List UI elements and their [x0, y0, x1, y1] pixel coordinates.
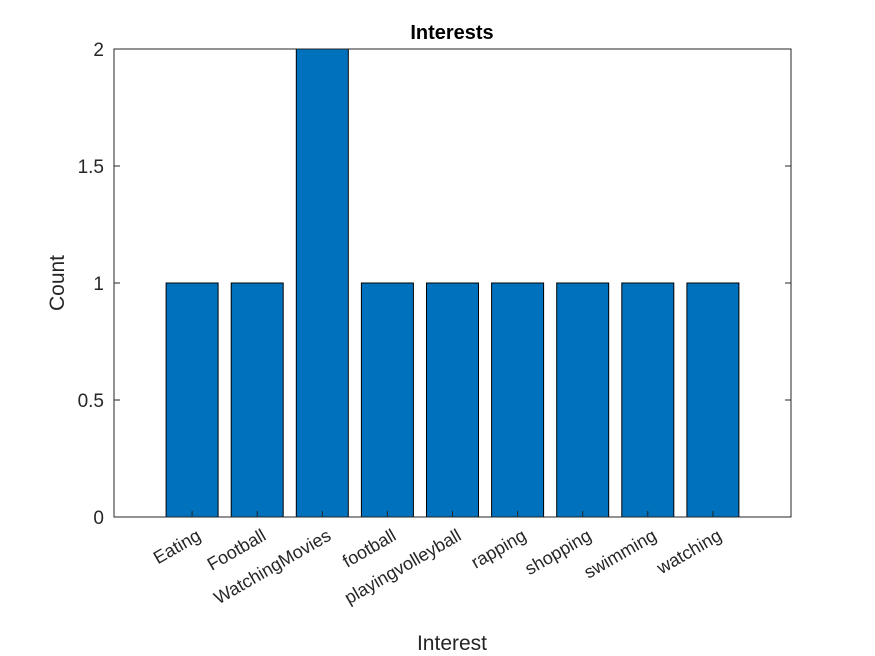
x-tick-label-4: playingvolleyball — [341, 525, 465, 608]
bar-7 — [621, 282, 675, 518]
y-axis-label: Count — [46, 255, 69, 311]
x-tick-label-7: swimming — [581, 525, 660, 582]
bar-8 — [686, 282, 740, 518]
y-axis-ticks: 0 0.5 1 1.5 2 — [78, 40, 791, 529]
bar-0 — [165, 282, 219, 518]
y-tick-label-2: 1 — [93, 274, 104, 295]
bar-1 — [230, 282, 284, 518]
y-tick-label-4: 2 — [93, 40, 104, 61]
bar-5 — [491, 282, 545, 518]
x-tick-label-2: WatchingMovies — [211, 525, 335, 608]
x-tick-label-5: rapping — [468, 525, 530, 572]
x-tick-label-0: Eating — [150, 525, 204, 568]
bar-2 — [295, 48, 349, 518]
x-axis-label: Interest — [417, 632, 487, 655]
y-tick-label-3: 1.5 — [78, 157, 104, 178]
bar-4 — [426, 282, 479, 518]
bar-3 — [360, 282, 414, 518]
y-tick-label-1: 0.5 — [78, 391, 104, 412]
y-tick-label-0: 0 — [93, 508, 104, 529]
bar-6 — [556, 282, 610, 518]
x-tick-label-8: watching — [653, 525, 725, 578]
bars-group — [165, 48, 740, 518]
chart-title: Interests — [410, 22, 493, 44]
